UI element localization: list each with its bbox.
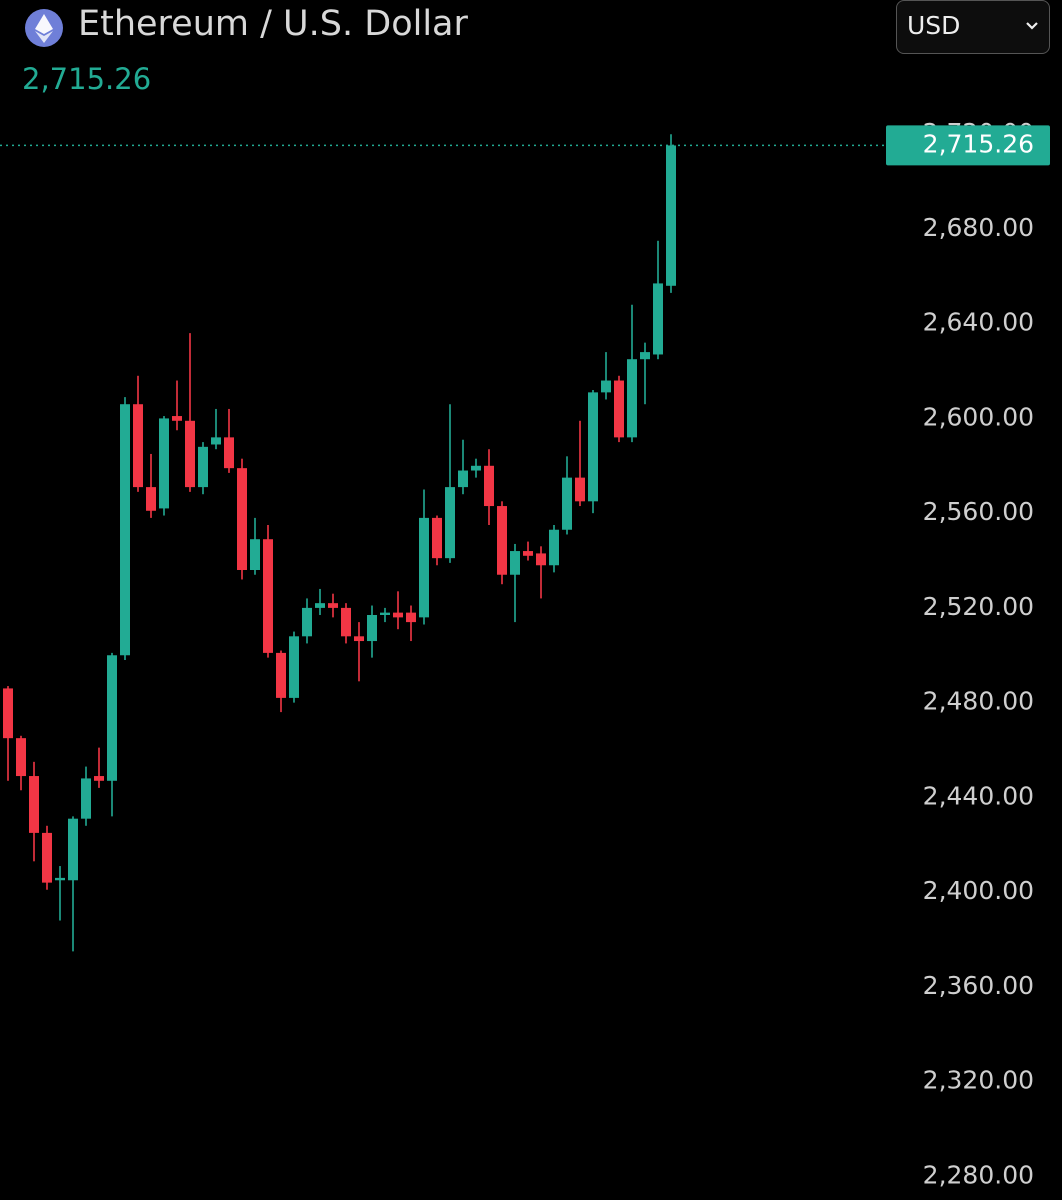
y-tick-label: 2,680.00 xyxy=(923,213,1034,242)
candle-body xyxy=(666,145,676,286)
y-tick-label: 2,320.00 xyxy=(923,1066,1034,1095)
candle-body xyxy=(614,380,624,438)
candle-body xyxy=(198,446,208,488)
currency-label: USD xyxy=(907,11,961,40)
candle-body xyxy=(224,437,234,469)
candle-body xyxy=(484,465,494,507)
candle-body xyxy=(393,612,403,618)
candle-body xyxy=(367,615,377,642)
y-tick-label: 2,640.00 xyxy=(923,308,1034,337)
candle-body xyxy=(341,607,351,637)
candle-body xyxy=(302,607,312,637)
y-tick-label: 2,560.00 xyxy=(923,497,1034,526)
y-tick-label: 2,400.00 xyxy=(923,876,1034,905)
candle-body xyxy=(497,506,507,575)
eth-logo xyxy=(25,9,63,47)
candle-body xyxy=(380,612,390,615)
candle-body xyxy=(94,776,104,781)
candle-body xyxy=(42,832,52,883)
y-tick-label: 2,520.00 xyxy=(923,592,1034,621)
last-price-badge xyxy=(886,125,1050,166)
chart-title: Ethereum / U.S. Dollar xyxy=(78,4,468,44)
candle-body xyxy=(146,487,156,511)
candle-body xyxy=(406,612,416,623)
candle-body xyxy=(185,420,195,488)
y-tick-label: 2,600.00 xyxy=(923,402,1034,431)
y-tick-label: 2,440.00 xyxy=(923,781,1034,810)
candle-body xyxy=(81,778,91,819)
candle-body xyxy=(510,551,520,575)
candle-body xyxy=(107,655,117,781)
candle-body xyxy=(276,652,286,698)
candle-body xyxy=(250,539,260,570)
candle-body xyxy=(419,517,429,618)
candle-body xyxy=(354,636,364,642)
candle-body xyxy=(263,539,273,653)
candle-body xyxy=(575,477,585,502)
candle-body xyxy=(536,553,546,566)
candle-body xyxy=(120,404,130,656)
y-tick-label: 2,480.00 xyxy=(923,687,1034,716)
candle-body xyxy=(471,465,481,471)
y-tick-label: 2,280.00 xyxy=(923,1160,1034,1189)
candle-body xyxy=(588,392,598,502)
dropdown-arrow xyxy=(1026,22,1038,30)
candle-body xyxy=(601,380,611,393)
candle-body xyxy=(458,470,468,488)
candle-body xyxy=(159,418,169,509)
y-tick-label: 2,720.00 xyxy=(923,118,1034,147)
y-tick-label: 2,360.00 xyxy=(923,971,1034,1000)
candle-body xyxy=(55,877,65,881)
candle-body xyxy=(627,359,637,438)
candle-body xyxy=(523,551,533,556)
candle-body xyxy=(432,517,442,559)
candle-body xyxy=(211,437,221,445)
candle-body xyxy=(640,352,650,360)
header-price: 2,715.26 xyxy=(22,62,152,96)
candle-body xyxy=(3,688,13,739)
candle-body xyxy=(133,404,143,488)
candle-body xyxy=(237,468,247,570)
candle-body xyxy=(562,477,572,530)
candle-body xyxy=(289,636,299,698)
candle-body xyxy=(445,487,455,559)
candle-body xyxy=(328,603,338,608)
candle-body xyxy=(549,529,559,566)
candle-body xyxy=(29,776,39,833)
candle-body xyxy=(315,603,325,608)
candle-body xyxy=(653,283,663,355)
candle-body xyxy=(68,818,78,881)
currency-select[interactable]: USD xyxy=(896,0,1050,54)
candle-body xyxy=(16,738,26,777)
last-price-label: 2,715.26 xyxy=(923,129,1034,158)
candle-body xyxy=(172,416,182,421)
